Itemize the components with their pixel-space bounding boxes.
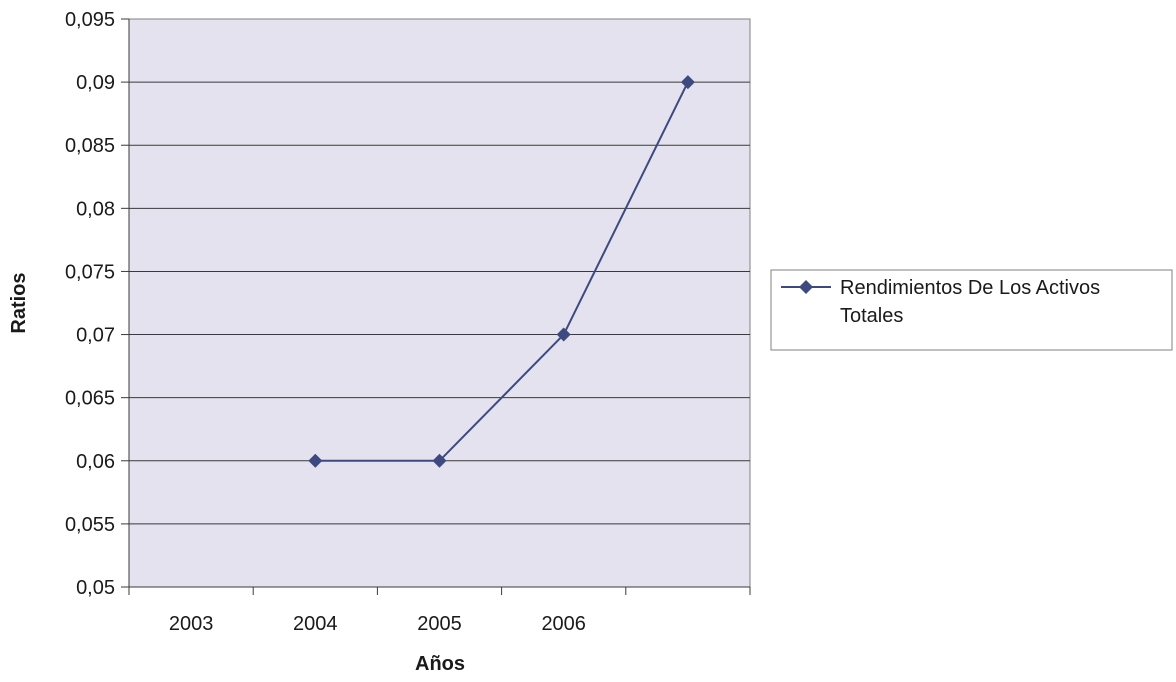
- gridlines: [129, 81, 750, 525]
- y-axis-title: Ratios: [8, 272, 30, 333]
- y-tick-label: 0,075: [65, 261, 115, 283]
- y-axis: 0,05 0,055 0,06 0,065 0,07 0,075 0,08 0,085 0,09…: [65, 9, 130, 599]
- y-tick-label: 0,085: [65, 135, 115, 157]
- legend: Rendimientos De Los Activos Totales: [770, 269, 1173, 351]
- x-tick-label: 2004: [293, 613, 338, 635]
- x-axis: 2003 2004 2005 2006: [128, 586, 751, 635]
- legend-label-line-2: Totales: [840, 305, 903, 327]
- legend-swatch-marker: [799, 280, 813, 294]
- legend-label-line-1: Rendimientos De Los Activos: [840, 277, 1100, 299]
- data-point-marker: [556, 327, 571, 342]
- y-tick-label: 0,07: [76, 325, 115, 347]
- x-axis-title: Años: [415, 653, 465, 675]
- legend-box: [770, 269, 1173, 351]
- y-tick-label: 0,055: [65, 514, 115, 536]
- y-tick-label: 0,09: [76, 72, 115, 94]
- y-tick-label: 0,065: [65, 388, 115, 410]
- x-tick-label: 2006: [541, 613, 586, 635]
- x-tick-label: 2005: [417, 613, 462, 635]
- plot-area: [128, 18, 751, 588]
- y-tick-label: 0,08: [76, 198, 115, 220]
- x-tick-label: 2003: [169, 613, 214, 635]
- series-line: [315, 81, 689, 462]
- y-tick-label: 0,095: [65, 9, 115, 31]
- data-point-marker: [432, 453, 447, 468]
- data-point-marker: [308, 453, 323, 468]
- series-layer: [308, 75, 695, 468]
- y-tick-label: 0,05: [76, 577, 115, 599]
- data-point-marker: [680, 75, 695, 90]
- y-tick-label: 0,06: [76, 451, 115, 473]
